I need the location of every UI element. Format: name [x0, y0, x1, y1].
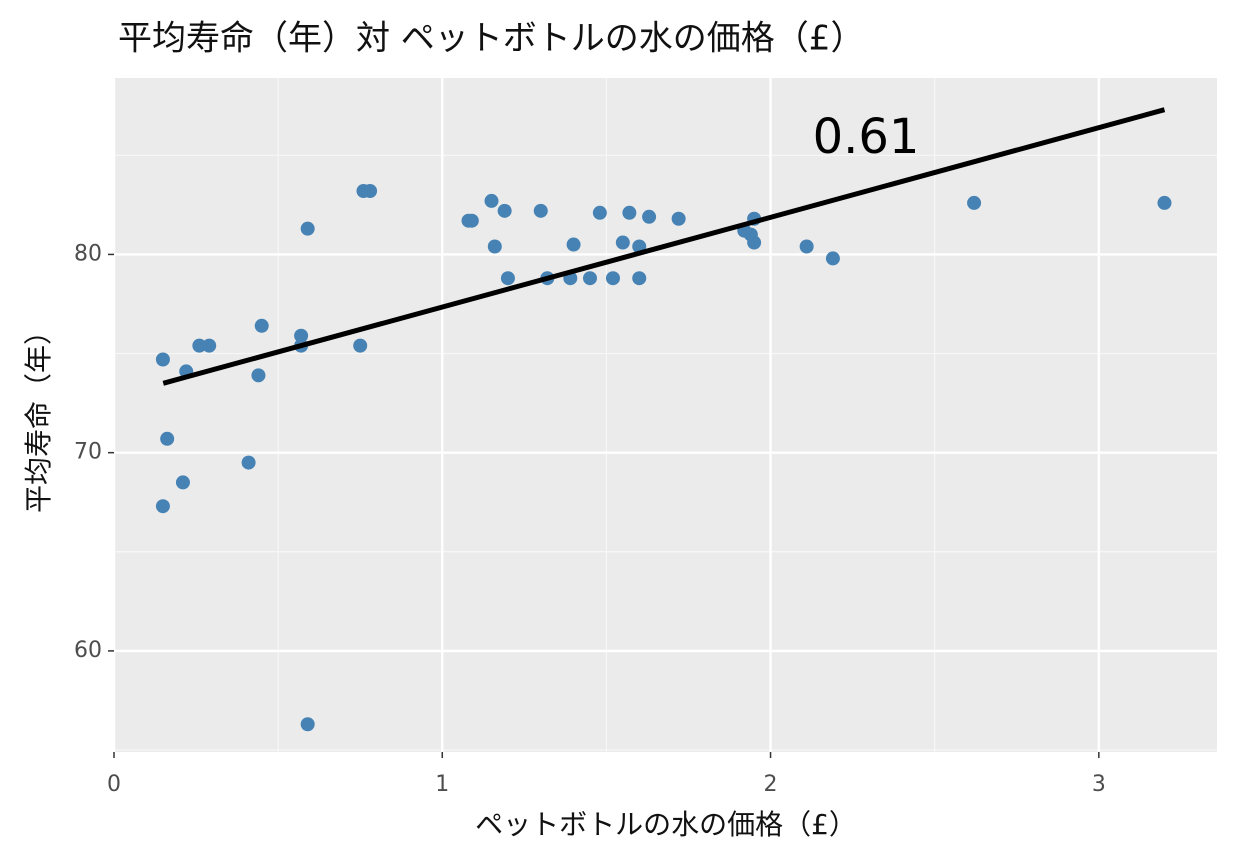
- plot-panel: [114, 78, 1217, 752]
- point: [155, 352, 170, 367]
- point: [300, 221, 315, 236]
- point: [160, 431, 175, 446]
- point: [582, 271, 597, 286]
- point: [671, 211, 686, 226]
- y-tick-label: 60: [74, 638, 102, 663]
- chart-title: 平均寿命（年）対 ペットボトルの水の価格（£）: [118, 19, 864, 59]
- point: [487, 239, 502, 254]
- point: [241, 455, 256, 470]
- point: [642, 209, 657, 224]
- point: [533, 203, 548, 218]
- point: [294, 328, 309, 343]
- trend-line: [162, 107, 1166, 386]
- x-tick-label: 0: [107, 772, 121, 797]
- x-tick-label: 2: [764, 772, 778, 797]
- point: [202, 338, 217, 353]
- point: [825, 251, 840, 266]
- annotation: 0.61: [813, 109, 920, 165]
- point: [622, 205, 637, 220]
- y-tick-label: 70: [74, 440, 102, 465]
- point: [1157, 195, 1172, 210]
- point: [155, 499, 170, 514]
- point: [484, 193, 499, 208]
- point: [254, 318, 269, 333]
- point: [566, 237, 581, 252]
- x-axis-title: ペットボトルの水の価格（£）: [475, 808, 857, 841]
- point: [192, 338, 207, 353]
- point: [967, 195, 982, 210]
- x-tick-label: 1: [435, 772, 449, 797]
- point: [175, 475, 190, 490]
- point: [497, 203, 512, 218]
- point: [799, 239, 814, 254]
- x-tick-label: 3: [1092, 772, 1106, 797]
- y-tick-label: 80: [74, 241, 102, 266]
- y-axis-title: 平均寿命（年）: [22, 317, 55, 513]
- point: [747, 235, 762, 250]
- point: [500, 271, 515, 286]
- point: [464, 213, 479, 228]
- point: [353, 338, 368, 353]
- point: [363, 183, 378, 198]
- point: [251, 368, 266, 383]
- point: [300, 717, 315, 732]
- point: [632, 271, 647, 286]
- point: [615, 235, 630, 250]
- point: [592, 205, 607, 220]
- point: [605, 271, 620, 286]
